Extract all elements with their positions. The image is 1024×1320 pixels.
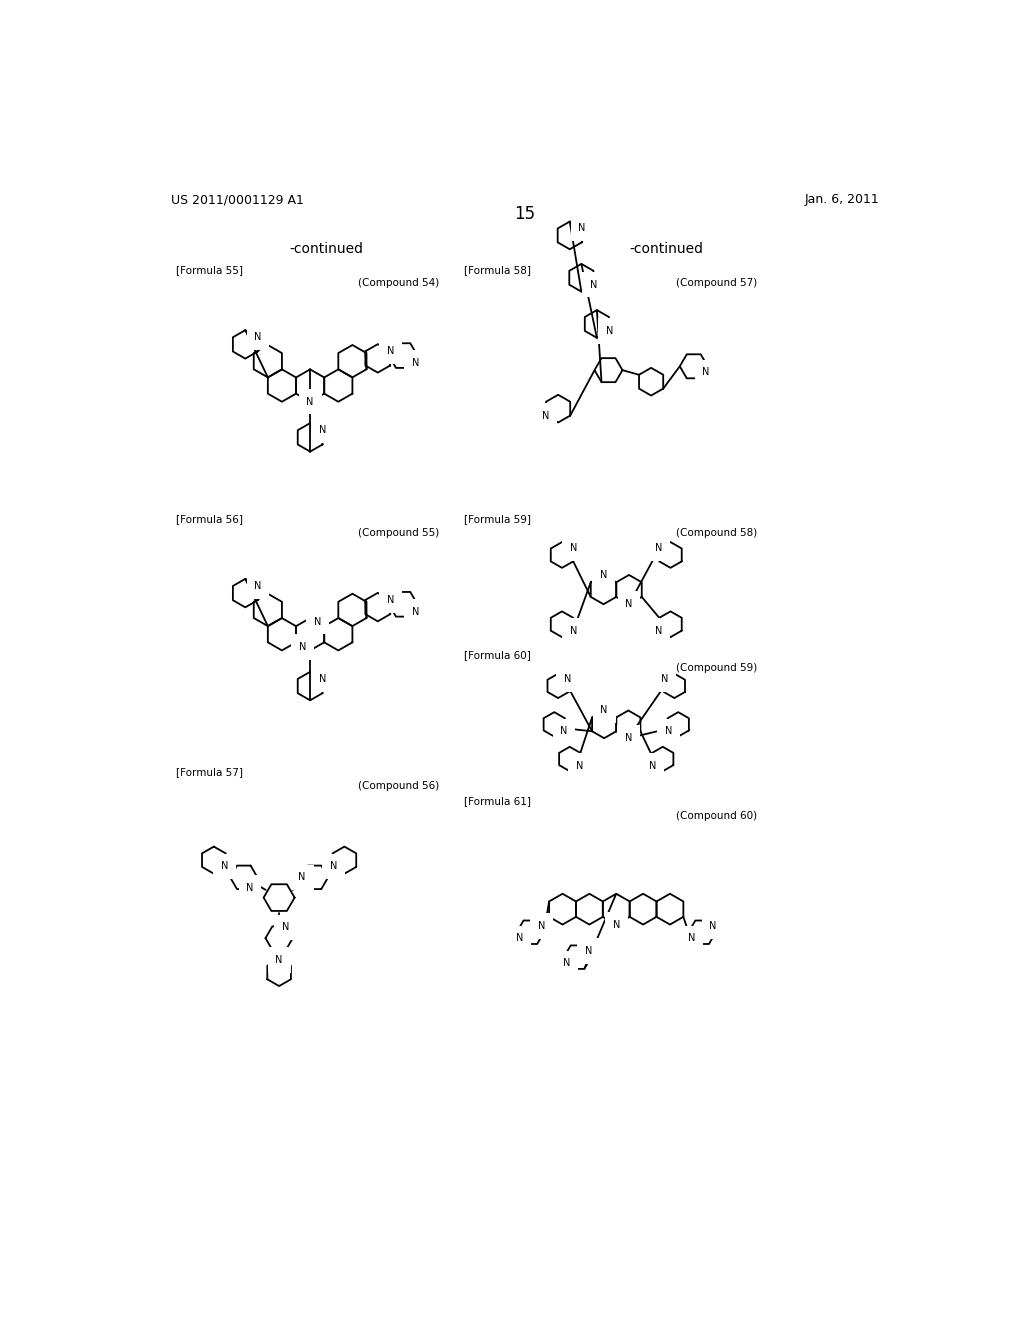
Text: N: N xyxy=(626,599,633,610)
Text: N: N xyxy=(282,923,289,932)
Text: N: N xyxy=(600,570,607,579)
Text: (Compound 57): (Compound 57) xyxy=(676,277,758,288)
Text: N: N xyxy=(542,411,550,421)
Text: N: N xyxy=(590,280,597,289)
Text: N: N xyxy=(299,642,306,652)
Text: [Formula 61]: [Formula 61] xyxy=(464,796,531,807)
Text: N: N xyxy=(702,367,710,378)
Text: N: N xyxy=(275,956,283,965)
Text: N: N xyxy=(625,733,632,743)
Text: N: N xyxy=(387,346,394,356)
Text: -continued: -continued xyxy=(290,242,364,256)
Text: N: N xyxy=(412,358,420,368)
Text: [Formula 60]: [Formula 60] xyxy=(464,649,531,660)
Text: N: N xyxy=(298,873,306,882)
Text: N: N xyxy=(516,933,523,944)
Text: (Compound 59): (Compound 59) xyxy=(676,663,758,673)
Text: N: N xyxy=(688,933,695,944)
Text: N: N xyxy=(660,675,669,684)
Text: N: N xyxy=(655,544,663,553)
Text: N: N xyxy=(605,326,613,335)
Text: N: N xyxy=(579,223,586,234)
Text: N: N xyxy=(319,673,327,684)
Text: N: N xyxy=(575,760,584,771)
Text: N: N xyxy=(538,921,545,931)
Text: N: N xyxy=(600,705,608,715)
Text: N: N xyxy=(570,626,578,636)
Text: N: N xyxy=(387,595,394,605)
Text: -continued: -continued xyxy=(630,242,703,256)
Text: N: N xyxy=(710,921,717,931)
Text: [Formula 59]: [Formula 59] xyxy=(464,515,531,524)
Text: N: N xyxy=(649,760,656,771)
Text: N: N xyxy=(412,607,420,616)
Text: [Formula 58]: [Formula 58] xyxy=(464,264,531,275)
Text: N: N xyxy=(247,883,254,894)
Text: N: N xyxy=(254,581,262,591)
Text: [Formula 55]: [Formula 55] xyxy=(176,264,243,275)
Text: N: N xyxy=(306,397,313,407)
Text: Jan. 6, 2011: Jan. 6, 2011 xyxy=(804,193,879,206)
Text: (Compound 55): (Compound 55) xyxy=(358,528,439,539)
Text: N: N xyxy=(563,958,570,969)
Text: N: N xyxy=(570,544,578,553)
Text: N: N xyxy=(254,333,262,342)
Text: N: N xyxy=(221,862,228,871)
Text: N: N xyxy=(313,616,322,627)
Text: N: N xyxy=(665,726,672,737)
Text: [Formula 56]: [Formula 56] xyxy=(176,515,243,524)
Text: N: N xyxy=(560,726,567,737)
Text: [Formula 57]: [Formula 57] xyxy=(176,767,243,776)
Text: N: N xyxy=(564,675,571,684)
Text: (Compound 54): (Compound 54) xyxy=(358,277,439,288)
Text: US 2011/0001129 A1: US 2011/0001129 A1 xyxy=(171,193,303,206)
Text: (Compound 58): (Compound 58) xyxy=(676,528,758,539)
Text: (Compound 56): (Compound 56) xyxy=(358,780,439,791)
Text: N: N xyxy=(330,862,337,871)
Text: (Compound 60): (Compound 60) xyxy=(676,812,758,821)
Text: N: N xyxy=(655,626,663,636)
Text: N: N xyxy=(319,425,327,436)
Text: 15: 15 xyxy=(514,205,536,223)
Text: N: N xyxy=(612,920,620,929)
Text: N: N xyxy=(585,946,592,956)
